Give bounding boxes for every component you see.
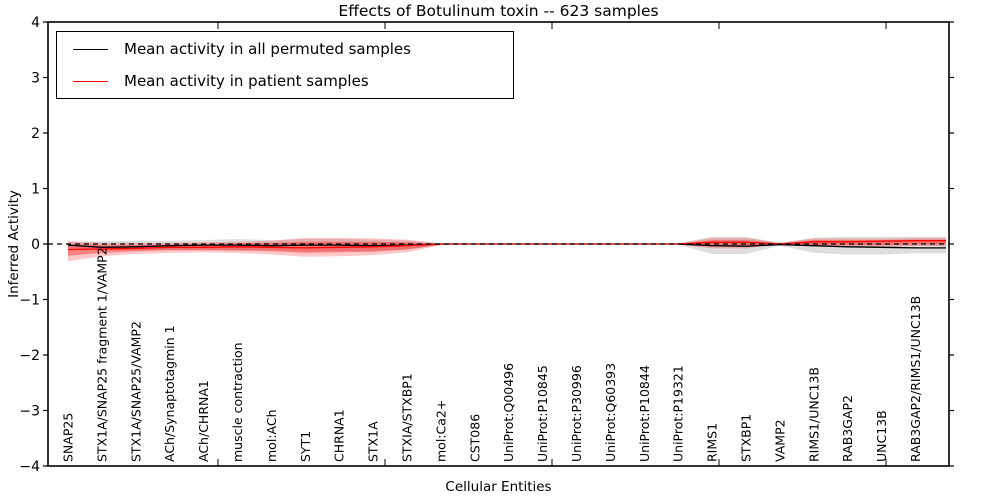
y-tick-label: 3 <box>31 71 40 87</box>
x-category-label: RIMS1/UNC13B <box>806 367 821 462</box>
red-line-sample-icon <box>73 80 108 82</box>
x-category-label: STXIA/STXBP1 <box>400 373 415 462</box>
legend-box: Mean activity in all permuted samples Me… <box>56 31 514 99</box>
x-category-label: STX1A/SNAP25 fragment 1/VAMP2 <box>94 247 109 462</box>
y-tick-label: −4 <box>19 459 40 475</box>
y-tick-label: 1 <box>31 182 40 198</box>
x-category-label: UniProt:P10845 <box>535 365 550 462</box>
x-category-label: ACh/Synaptotagmin 1 <box>162 325 177 462</box>
x-category-label: CHRNA1 <box>332 409 347 462</box>
legend-entry-permuted: Mean activity in all permuted samples <box>57 34 513 64</box>
x-axis-label: Cellular Entities <box>445 479 552 495</box>
legend-label: Mean activity in patient samples <box>124 72 369 90</box>
x-category-label: RAB3GAP2/RIMS1/UNC13B <box>908 296 923 462</box>
x-category-label: UniProt:Q00496 <box>501 363 516 462</box>
black-line-sample-icon <box>73 48 108 50</box>
y-tick-label: −3 <box>19 404 40 420</box>
x-category-label: UniProt:P19321 <box>671 365 686 462</box>
legend-entry-patient: Mean activity in patient samples <box>57 66 513 96</box>
x-category-label: SNAP25 <box>61 413 76 462</box>
x-category-label: mol:ACh <box>264 410 279 463</box>
x-category-label: STXBP1 <box>739 414 754 462</box>
x-category-label: STX1A <box>366 421 381 462</box>
y-tick-label: 4 <box>31 15 40 31</box>
x-category-label: RIMS1 <box>705 423 720 462</box>
x-category-label: UniProt:P10844 <box>637 365 652 462</box>
chart-title: Effects of Botulinum toxin -- 623 sample… <box>338 2 659 20</box>
band-0 <box>68 236 946 255</box>
x-category-label: mol:Ca2+ <box>433 400 448 462</box>
x-category-label: STX1A/SNAP25/VAMP2 <box>128 321 143 462</box>
x-category-label: VAMP2 <box>772 419 787 462</box>
y-tick-label: −1 <box>19 293 40 309</box>
x-category-label: ACh/CHRNA1 <box>196 380 211 462</box>
legend-label: Mean activity in all permuted samples <box>124 40 411 58</box>
x-category-label: SYT1 <box>298 431 313 462</box>
y-tick-label: 2 <box>31 126 40 142</box>
x-category-label: CST086 <box>467 414 482 462</box>
x-category-label: UNC13B <box>874 410 889 462</box>
y-tick-label: −2 <box>19 348 40 364</box>
y-tick-label: 0 <box>31 237 40 253</box>
x-category-label: muscle contraction <box>230 342 245 462</box>
x-category-label: RAB3GAP2 <box>840 395 855 462</box>
x-category-label: UniProt:Q60393 <box>603 363 618 462</box>
x-category-label: UniProt:P30996 <box>569 365 584 462</box>
